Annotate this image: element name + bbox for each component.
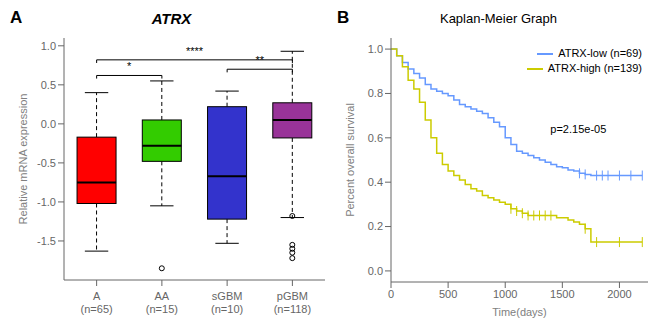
svg-text:1.0: 1.0 <box>41 40 56 52</box>
svg-text:pGBM(n=118): pGBM(n=118) <box>274 290 311 315</box>
svg-text:**: ** <box>255 54 264 66</box>
svg-text:A(n=65): A(n=65) <box>81 290 113 315</box>
html-text:ATRX: ATRX <box>151 10 192 27</box>
svg-text:-1.5: -1.5 <box>37 235 56 247</box>
html-text:ATRX-low (n=69): ATRX-low (n=69) <box>558 47 642 59</box>
svg-text:-0.5: -0.5 <box>37 157 56 169</box>
svg-text:0.6: 0.6 <box>368 132 383 144</box>
svg-text:1.0: 1.0 <box>368 43 383 55</box>
html-text:A: A <box>10 8 23 27</box>
svg-text:-1.0: -1.0 <box>37 196 56 208</box>
svg-text:0.5: 0.5 <box>41 79 56 91</box>
svg-text:1000: 1000 <box>493 288 517 300</box>
svg-text:0.2: 0.2 <box>368 220 383 232</box>
svg-text:*: * <box>127 60 132 72</box>
svg-text:Time(days): Time(days) <box>492 306 547 318</box>
svg-text:0.4: 0.4 <box>368 176 383 188</box>
svg-text:sGBM(n=10): sGBM(n=10) <box>211 290 243 315</box>
svg-text:Relative mRNA expression: Relative mRNA expression <box>17 94 29 225</box>
svg-text:AA(n=15): AA(n=15) <box>146 290 178 315</box>
html-text:p=2.15e-05: p=2.15e-05 <box>550 123 607 136</box>
svg-text:2000: 2000 <box>607 288 631 300</box>
svg-text:1500: 1500 <box>550 288 574 300</box>
svg-text:****: **** <box>186 45 204 57</box>
svg-text:0.0: 0.0 <box>368 265 383 277</box>
html-text:B: B <box>337 8 350 27</box>
svg-text:0.0: 0.0 <box>41 118 56 130</box>
svg-text:0.8: 0.8 <box>368 87 383 99</box>
svg-text:500: 500 <box>439 288 457 300</box>
html-text:Kaplan-Meier Graph: Kaplan-Meier Graph <box>440 11 557 26</box>
svg-text:Percent overall survival: Percent overall survival <box>344 103 356 217</box>
html-text:ATRX-high (n=139): ATRX-high (n=139) <box>547 62 642 74</box>
svg-text:0: 0 <box>388 288 394 300</box>
